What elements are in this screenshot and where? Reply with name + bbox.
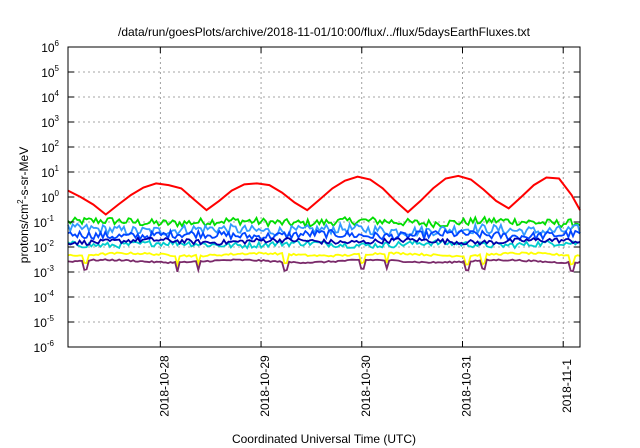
y-tick-label: 104	[41, 89, 59, 105]
y-tick-base: 10	[41, 191, 55, 205]
y-tick-label: 106	[41, 39, 59, 55]
y-tick-exponent: 2	[55, 139, 60, 148]
y-tick-label: 10-5	[34, 314, 55, 330]
y-tick-label: 105	[41, 64, 59, 80]
series-line	[67, 258, 581, 274]
y-tick-label: 102	[41, 139, 59, 155]
series-line	[67, 174, 581, 216]
y-tick-exponent: 3	[55, 114, 60, 123]
y-tick-exponent: -6	[47, 339, 55, 348]
y-tick-base: 10	[34, 316, 48, 330]
y-tick-label: 10-4	[34, 289, 55, 305]
y-tick-base: 10	[41, 166, 55, 180]
y-tick-base: 10	[41, 41, 55, 55]
y-tick-base: 10	[41, 141, 55, 155]
series-line	[67, 220, 581, 239]
y-tick-base: 10	[34, 341, 48, 355]
y-tick-exponent: 6	[55, 39, 60, 48]
chart-title: /data/run/goesPlots/archive/2018-11-01/1…	[118, 25, 531, 39]
y-tick-base: 10	[41, 66, 55, 80]
x-tick-label: 2018-10-30	[359, 355, 373, 417]
y-tick-exponent: 0	[55, 189, 60, 198]
y-tick-base: 10	[34, 241, 48, 255]
y-tick-base: 10	[34, 216, 48, 230]
y-tick-exponent: 4	[55, 89, 60, 98]
y-axis-label-sup: 2	[16, 199, 25, 204]
y-tick-exponent: 5	[55, 64, 60, 73]
x-tick-label: 2018-11-1	[560, 359, 574, 413]
y-tick-base: 10	[41, 116, 55, 130]
y-tick-base: 10	[41, 91, 55, 105]
y-tick-exponent: -4	[47, 289, 55, 298]
y-tick-exponent: 1	[55, 164, 60, 173]
x-tick-label: 2018-10-28	[157, 355, 171, 417]
y-tick-label: 103	[41, 114, 59, 130]
series-line	[67, 236, 581, 247]
series-line	[67, 251, 581, 269]
x-tick-label: 2018-10-31	[459, 355, 473, 417]
y-tick-label: 10-3	[34, 264, 55, 280]
y-tick-label: 10-2	[34, 239, 55, 255]
y-tick-label: 101	[41, 164, 59, 180]
y-tick-exponent: -3	[47, 264, 55, 273]
y-tick-base: 10	[34, 291, 48, 305]
y-tick-exponent: -2	[47, 239, 55, 248]
y-tick-exponent: -1	[47, 214, 55, 223]
axis-ticks: 10-610-510-410-310-210-11001011021031041…	[34, 39, 580, 417]
y-axis-label-base: protons/cm	[17, 204, 31, 263]
x-axis-label: Coordinated Universal Time (UTC)	[232, 432, 416, 446]
series-layer	[67, 174, 581, 274]
y-tick-label: 100	[41, 189, 59, 205]
series-line	[67, 228, 581, 242]
y-tick-label: 10-6	[34, 339, 55, 355]
series-line	[67, 215, 581, 229]
y-axis-label: protons/cm2-s-sr-MeV	[16, 147, 31, 263]
y-tick-base: 10	[34, 266, 48, 280]
x-tick-label: 2018-10-29	[258, 355, 272, 417]
y-tick-exponent: -5	[47, 314, 55, 323]
y-axis-label-rest: -s-sr-MeV	[17, 147, 31, 200]
y-tick-label: 10-1	[34, 214, 55, 230]
